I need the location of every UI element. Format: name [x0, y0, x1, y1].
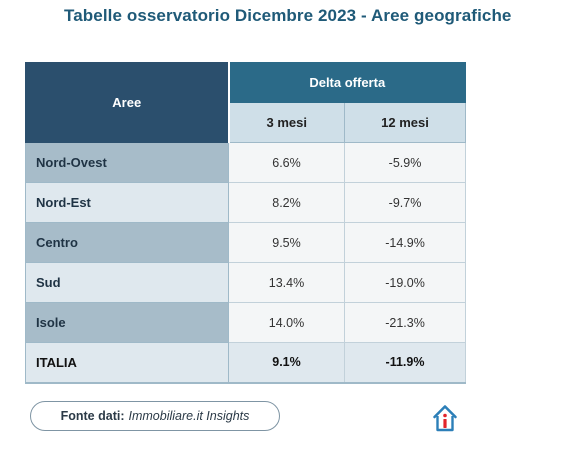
source-badge: Fonte dati: Immobiliare.it Insights — [30, 401, 280, 431]
header-12-mesi: 12 mesi — [343, 102, 467, 143]
page-title: Tabelle osservatorio Dicembre 2023 - Are… — [64, 6, 512, 25]
value-3-mesi: 8.2% — [228, 182, 345, 223]
value-12-mesi: -5.9% — [343, 142, 467, 183]
value-3-mesi: 6.6% — [228, 142, 345, 183]
area-cell: Sud — [25, 262, 229, 303]
header-delta-offerta: Delta offerta — [227, 62, 467, 103]
table-row: Isole 14.0% -21.3% — [25, 302, 467, 343]
value-3-mesi: 13.4% — [228, 262, 345, 303]
table-row: Nord-Ovest 6.6% -5.9% — [25, 142, 467, 183]
header-aree: Aree — [25, 62, 230, 143]
value-12-mesi: -14.9% — [343, 222, 467, 263]
value-3-mesi: 14.0% — [228, 302, 345, 343]
source-label: Fonte dati: — [60, 409, 125, 423]
total-value-3-mesi: 9.1% — [228, 342, 345, 384]
table-row: Nord-Est 8.2% -9.7% — [25, 182, 467, 223]
value-12-mesi: -19.0% — [343, 262, 467, 303]
area-cell: Isole — [25, 302, 229, 343]
data-table-container: Aree Delta offerta 3 mesi 12 mesi Nord-O… — [25, 62, 467, 384]
value-12-mesi: -9.7% — [343, 182, 467, 223]
table-total-row: ITALIA 9.1% -11.9% — [25, 342, 467, 384]
value-12-mesi: -21.3% — [343, 302, 467, 343]
total-value-12-mesi: -11.9% — [343, 342, 467, 384]
header-3-mesi: 3 mesi — [228, 102, 345, 143]
area-cell: Centro — [25, 222, 229, 263]
data-table: Aree Delta offerta 3 mesi 12 mesi Nord-O… — [25, 62, 467, 384]
house-logo-icon — [432, 404, 458, 434]
source-name: Immobiliare.it Insights — [128, 409, 250, 423]
area-cell: Nord-Ovest — [25, 142, 229, 183]
area-cell: Nord-Est — [25, 182, 229, 223]
table-row: Centro 9.5% -14.9% — [25, 222, 467, 263]
value-3-mesi: 9.5% — [228, 222, 345, 263]
table-row: Sud 13.4% -19.0% — [25, 262, 467, 303]
total-area-cell: ITALIA — [25, 342, 229, 384]
